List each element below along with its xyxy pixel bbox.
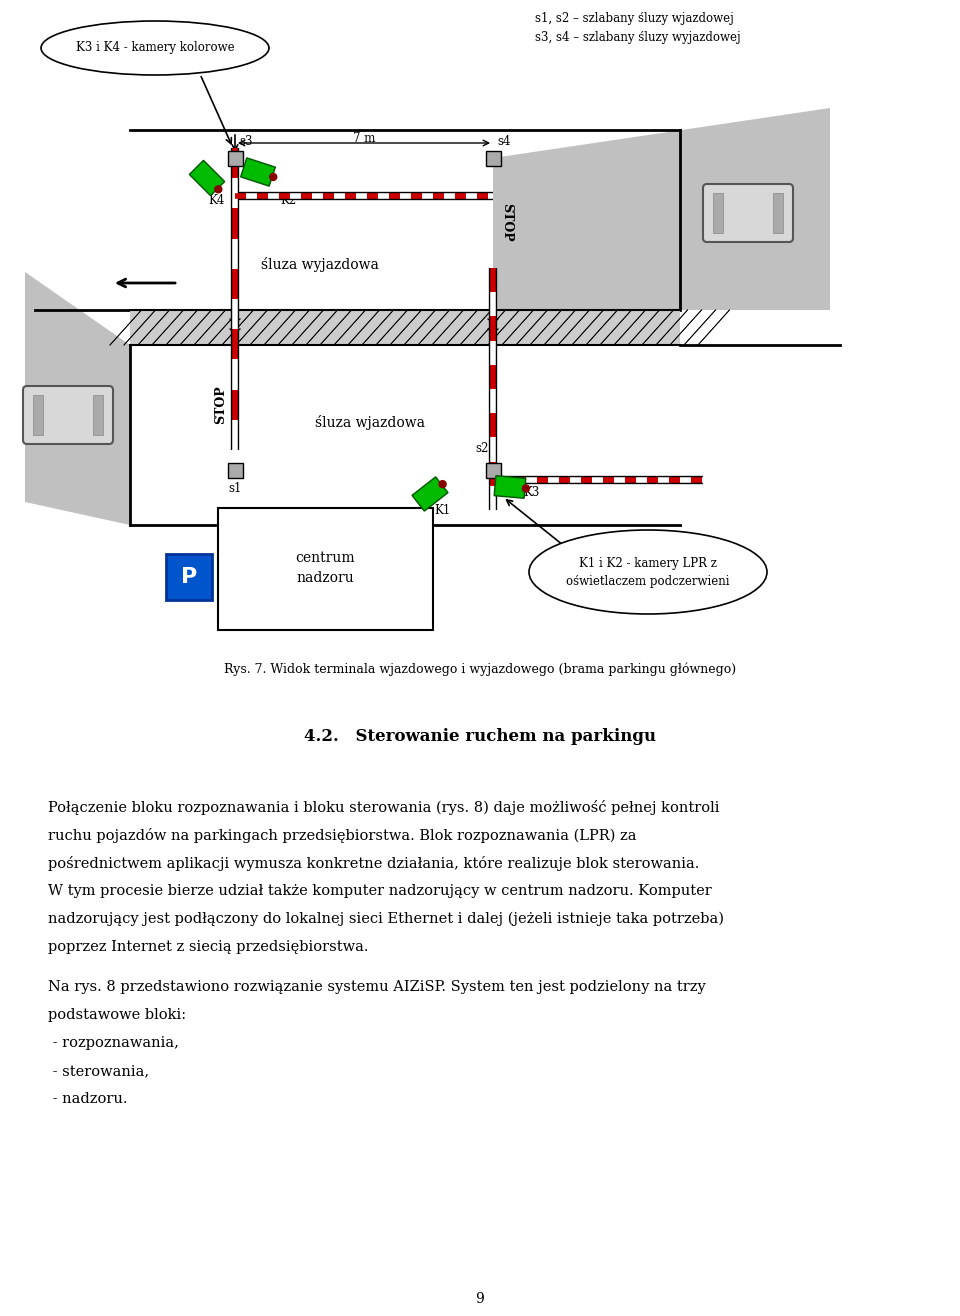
Text: s1: s1: [228, 482, 242, 495]
Text: K1 i K2 - kamery LPR z
oświetlaczem podczerwieni: K1 i K2 - kamery LPR z oświetlaczem podc…: [566, 557, 730, 587]
Bar: [130, 311, 680, 345]
Bar: [166, 554, 212, 600]
Text: poprzez Internet z siecią przedsiębiorstwa.: poprzez Internet z siecią przedsiębiorst…: [48, 940, 369, 954]
Text: s4: s4: [497, 136, 511, 147]
Text: ruchu pojazdów na parkingach przedsiębiorstwa. Blok rozpoznawania (LPR) za: ruchu pojazdów na parkingach przedsiębio…: [48, 828, 636, 844]
Text: STOP: STOP: [500, 203, 514, 241]
Bar: [228, 462, 243, 478]
Text: K3 i K4 - kamery kolorowe: K3 i K4 - kamery kolorowe: [76, 42, 234, 54]
Bar: [412, 476, 448, 511]
Bar: [494, 475, 526, 499]
Text: pośrednictwem aplikacji wymusza konkretne działania, które realizuje blok sterow: pośrednictwem aplikacji wymusza konkretn…: [48, 855, 700, 871]
Bar: [33, 395, 43, 436]
Text: K4: K4: [208, 193, 225, 207]
Text: nadzorujący jest podłączony do lokalnej sieci Ethernet i dalej (jeżeli istnieje : nadzorujący jest podłączony do lokalnej …: [48, 912, 724, 926]
Bar: [93, 395, 103, 436]
Text: STOP: STOP: [214, 386, 228, 424]
Polygon shape: [493, 108, 830, 311]
Text: P: P: [180, 567, 197, 587]
Text: centrum
nadzoru: centrum nadzoru: [295, 551, 355, 584]
Bar: [228, 150, 243, 166]
Bar: [486, 462, 500, 478]
Text: 4.2. Sterowanie ruchem na parkingu: 4.2. Sterowanie ruchem na parkingu: [304, 728, 656, 745]
Text: - nadzoru.: - nadzoru.: [48, 1092, 128, 1105]
Text: - rozpoznawania,: - rozpoznawania,: [48, 1036, 179, 1050]
Text: K3: K3: [523, 486, 540, 499]
Text: W tym procesie bierze udział także komputer nadzorujący w centrum nadzoru. Kompu: W tym procesie bierze udział także kompu…: [48, 884, 711, 898]
Bar: [713, 193, 723, 233]
Text: Na rys. 8 przedstawiono rozwiązanie systemu AIZiSP. System ten jest podzielony n: Na rys. 8 przedstawiono rozwiązanie syst…: [48, 980, 706, 994]
FancyBboxPatch shape: [703, 184, 793, 242]
Circle shape: [270, 174, 276, 180]
Circle shape: [439, 480, 446, 488]
Polygon shape: [25, 272, 130, 525]
Bar: [189, 161, 225, 196]
Bar: [486, 150, 500, 166]
Bar: [241, 158, 276, 186]
Text: - sterowania,: - sterowania,: [48, 1065, 149, 1078]
Text: s3: s3: [239, 136, 252, 147]
Circle shape: [215, 186, 222, 193]
Text: K1: K1: [435, 504, 451, 516]
Text: 7 m: 7 m: [353, 132, 375, 145]
Text: Połączenie bloku rozpoznawania i bloku sterowania (rys. 8) daje możliwość pełnej: Połączenie bloku rozpoznawania i bloku s…: [48, 800, 719, 815]
Text: podstawowe bloki:: podstawowe bloki:: [48, 1008, 186, 1023]
Text: śluza wyjazdowa: śluza wyjazdowa: [261, 258, 379, 272]
Bar: [218, 508, 433, 630]
Text: s2: s2: [475, 442, 489, 455]
FancyBboxPatch shape: [23, 386, 113, 443]
Bar: [773, 193, 783, 233]
Ellipse shape: [529, 530, 767, 615]
Text: śluza wjazdowa: śluza wjazdowa: [315, 415, 425, 429]
Ellipse shape: [41, 21, 269, 75]
Text: K2: K2: [280, 193, 297, 207]
Circle shape: [522, 484, 529, 492]
Text: Rys. 7. Widok terminala wjazdowego i wyjazdowego (brama parkingu głównego): Rys. 7. Widok terminala wjazdowego i wyj…: [224, 662, 736, 675]
Text: 9: 9: [475, 1292, 485, 1305]
Text: s1, s2 – szlabany śluzy wjazdowej
s3, s4 – szlabany śluzy wyjazdowej: s1, s2 – szlabany śluzy wjazdowej s3, s4…: [535, 12, 740, 43]
